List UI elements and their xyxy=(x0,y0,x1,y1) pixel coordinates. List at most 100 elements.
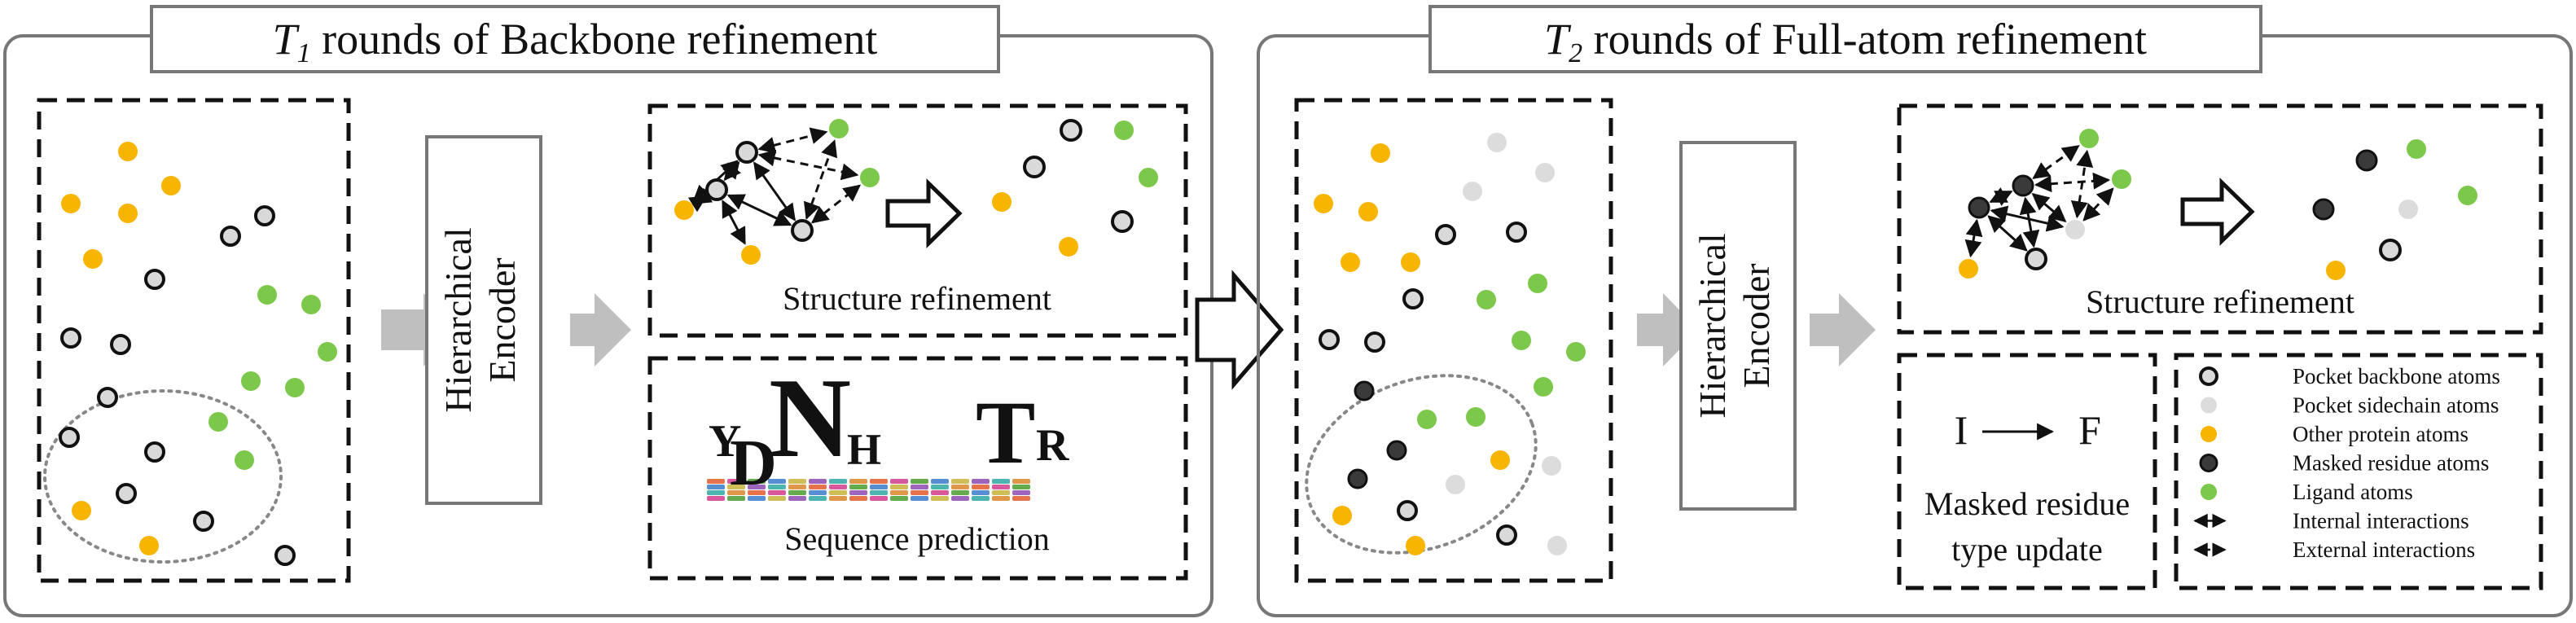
legend-box xyxy=(2174,353,2543,590)
logo-stripe xyxy=(1012,490,1030,495)
ligand-atom-icon xyxy=(2201,484,2217,500)
next-stage-arrow xyxy=(1195,270,1284,390)
legend-item: Ligand atoms xyxy=(2201,480,2413,504)
logo-stripe xyxy=(748,485,766,489)
other-protein-atom xyxy=(741,245,761,265)
masked-residue-atom xyxy=(2199,454,2218,472)
logo-stripe xyxy=(748,479,766,484)
logo-stripe xyxy=(890,485,908,489)
pocket-sidechain-atom xyxy=(1487,133,1507,152)
pocket-backbone-atom xyxy=(1506,222,1527,243)
legend-label: Pocket backbone atoms xyxy=(2293,364,2500,388)
encoder-label-line1: Hierarchical xyxy=(437,227,479,412)
other-protein-atom xyxy=(161,176,181,195)
logo-stripe xyxy=(951,490,969,495)
pocket-backbone-atom xyxy=(1023,156,1046,178)
interaction-graph xyxy=(674,119,880,265)
pocket-backbone-atom xyxy=(144,269,165,290)
other-protein-atom xyxy=(1314,194,1333,213)
full-atom-title: T2 rounds of Full-atom refinement xyxy=(1544,15,2147,68)
logo-stripe xyxy=(951,485,969,489)
logo-stripe xyxy=(829,479,847,484)
masked-residue-atom xyxy=(2355,149,2378,172)
to-encoder-arrow xyxy=(1637,293,1699,366)
residue-from: I xyxy=(1955,407,1968,453)
from-encoder-arrow xyxy=(570,293,631,366)
pocket-sidechain-atom xyxy=(1446,475,1465,494)
other-protein-atom xyxy=(118,204,138,223)
interaction-graph xyxy=(1959,129,2131,279)
hierarchical-encoder-box xyxy=(1679,141,1797,511)
other-protein-atom xyxy=(1341,252,1360,272)
logo-stripe xyxy=(972,485,990,489)
pocket-backbone-atom xyxy=(60,327,81,349)
ligand-atom xyxy=(235,450,254,470)
pocket-backbone-atom xyxy=(254,205,275,226)
logo-stripe xyxy=(931,479,949,484)
residue-type-update-box xyxy=(1897,353,2157,590)
ligand-atom xyxy=(318,342,337,362)
pocket-backbone-atom xyxy=(2025,248,2047,270)
hierarchical-encoder-box xyxy=(425,135,542,505)
pocket-sidechain-atom xyxy=(1547,536,1567,555)
logo-stripe xyxy=(768,479,786,484)
logo-stripe xyxy=(911,496,928,501)
logo-stripe xyxy=(809,490,827,495)
external-interaction-edge xyxy=(757,127,828,154)
logo-stripe xyxy=(992,479,1010,484)
refine-step-arrow xyxy=(885,178,963,248)
pocket-backbone-atom xyxy=(97,387,118,408)
ligand-atom xyxy=(2112,169,2131,189)
logo-stripe xyxy=(931,490,949,495)
encoder-label-line1: Hierarchical xyxy=(1692,233,1733,418)
logo-stripe xyxy=(707,496,725,501)
pocket-backbone-atom xyxy=(1060,119,1082,142)
ligand-atom xyxy=(1466,407,1485,427)
pocket-backbone-atom xyxy=(1364,331,1385,353)
logo-stripe xyxy=(931,496,949,501)
pocket-backbone-atom xyxy=(735,141,758,164)
other-protein-atom xyxy=(1959,259,1978,279)
legend-label: Other protein atoms xyxy=(2293,422,2468,446)
logo-stripe xyxy=(972,496,990,501)
masked-region-ellipse xyxy=(1305,374,1538,555)
internal-interaction-edge xyxy=(2019,196,2040,248)
logo-stripe xyxy=(951,479,969,484)
logo-letter: R xyxy=(1036,420,1069,471)
logo-stripe xyxy=(707,485,725,489)
logo-stripe xyxy=(890,490,908,495)
logo-stripe xyxy=(788,496,806,501)
external-interaction-edge xyxy=(2070,149,2094,219)
encoder-label-line2: Encoder xyxy=(481,257,523,382)
pocket-sidechain-atom-icon xyxy=(2201,397,2217,414)
ligand-atom xyxy=(241,371,261,391)
logo-stripe xyxy=(748,490,766,495)
logo-stripe xyxy=(768,496,786,501)
internal-interaction-edge xyxy=(1989,187,2013,206)
ligand-atom xyxy=(1139,168,1158,187)
masked-residue-atom xyxy=(1347,468,1368,489)
logo-stripe xyxy=(809,496,827,501)
other-protein-atom xyxy=(118,142,138,161)
ligand-atom xyxy=(1114,121,1134,140)
logo-stripe xyxy=(727,496,745,501)
logo-letter: D xyxy=(730,428,777,499)
external-interaction-edge xyxy=(757,149,859,181)
external-interaction-edge xyxy=(803,139,838,220)
refined-atoms xyxy=(2312,139,2477,280)
internal-interaction-edge xyxy=(1964,218,1983,258)
structure-refinement-caption: Structure refinement xyxy=(783,280,1051,317)
ligand-atom xyxy=(860,168,880,187)
pocket-backbone-atom xyxy=(2379,239,2402,261)
initial-atoms xyxy=(59,142,337,566)
backbone-title: T1 rounds of Backbone refinement xyxy=(273,15,878,68)
logo-stripe xyxy=(707,490,725,495)
ligand-atom xyxy=(2458,186,2477,205)
structure-refinement-box xyxy=(1897,103,2543,335)
logo-stripe xyxy=(870,485,888,489)
legend-item: Pocket backbone atoms xyxy=(2199,364,2500,388)
logo-stripe xyxy=(768,485,786,489)
logo-stripe xyxy=(890,479,908,484)
legend-label: Internal interactions xyxy=(2293,509,2469,533)
legend-item: External interactions xyxy=(2193,537,2475,562)
